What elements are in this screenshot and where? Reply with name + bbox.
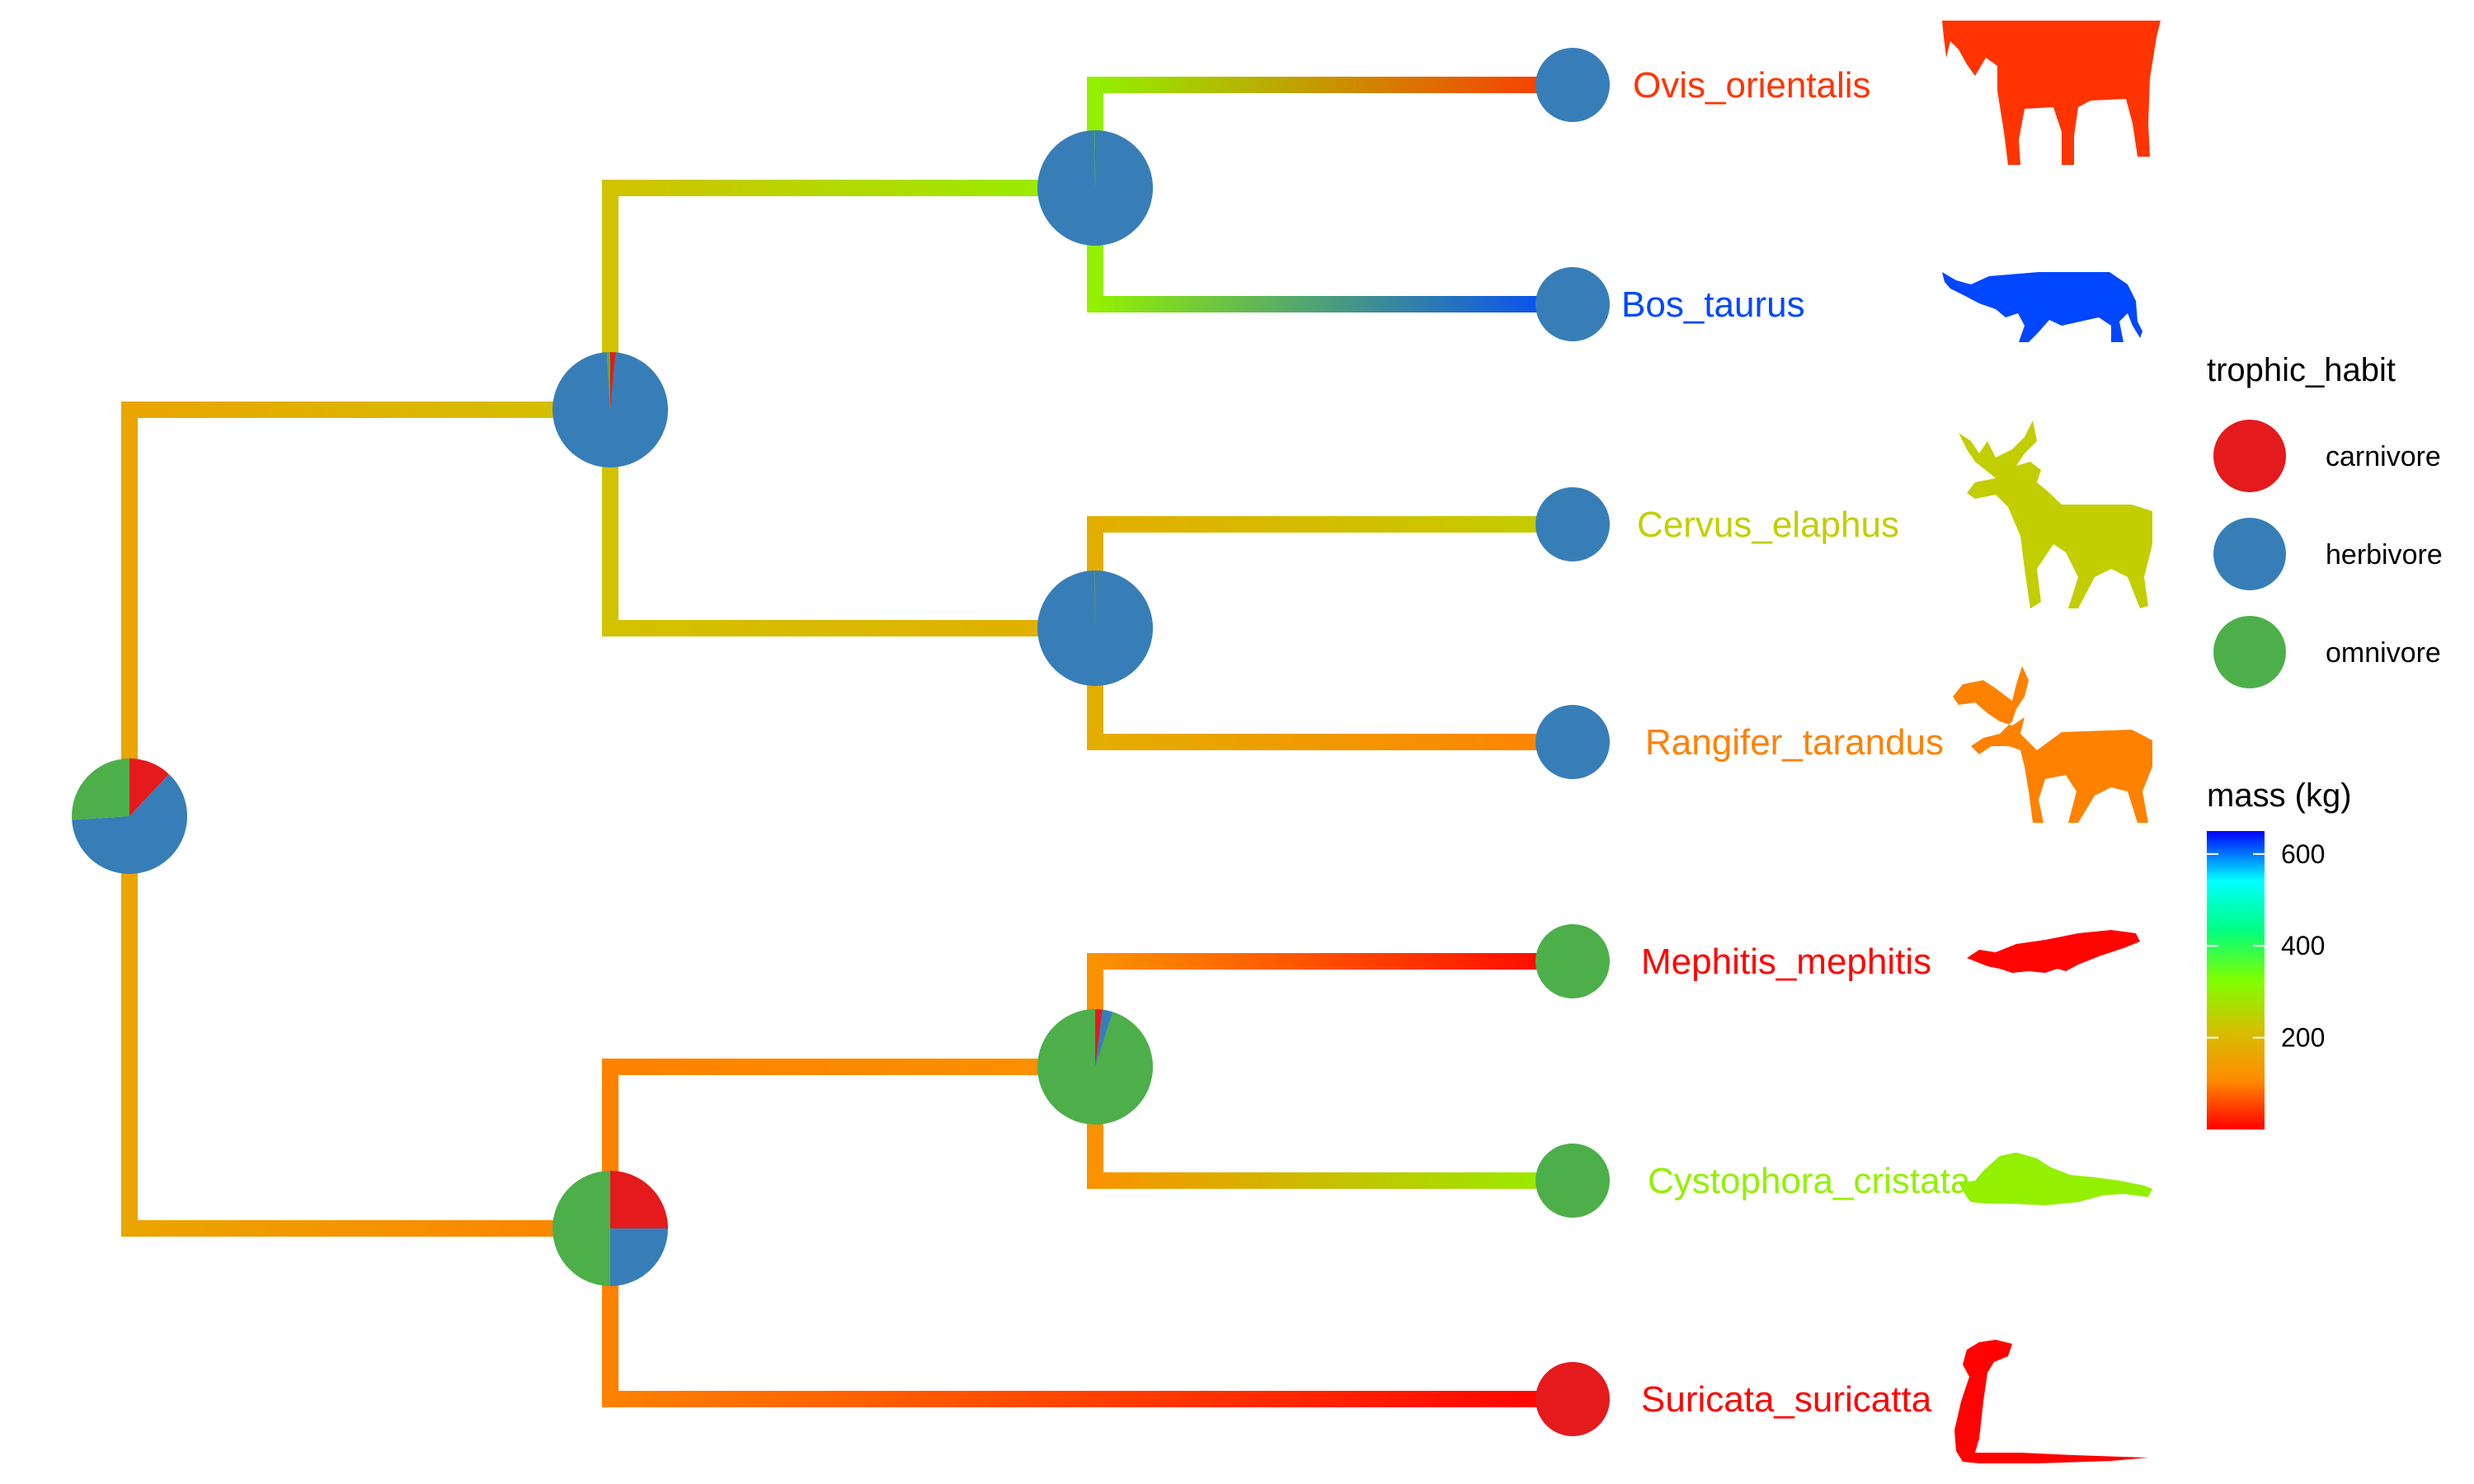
trophic-habit-legend: trophic_habit carnivore herbivore omnivo… — [2207, 352, 2443, 688]
pie-slice-carnivore — [1095, 130, 1096, 188]
node-pie-cervids — [1037, 571, 1153, 686]
reindeer-silhouette — [1953, 666, 2152, 823]
pie-slice-omnivore — [72, 758, 129, 820]
pie-slice-herbivore — [72, 773, 188, 874]
pie-slice-herbivore — [1095, 1009, 1113, 1067]
legend-label-herbivore: herbivore — [2326, 539, 2443, 571]
skunk-silhouette — [1967, 930, 2140, 973]
pie-slice-herbivore — [1037, 571, 1153, 686]
legend-label-omnivore: omnivore — [2326, 637, 2441, 669]
tree-branches — [121, 77, 1581, 1407]
node-pie-root — [72, 758, 188, 874]
pie-slice-herbivore — [1037, 130, 1153, 246]
tip-label-Cervus_elaphus: Cervus_elaphus — [1637, 505, 1899, 545]
tip-label-Suricata_suricatta: Suricata_suricatta — [1641, 1379, 1932, 1420]
pie-slice-omnivore — [1037, 1009, 1153, 1125]
node-pie-bovids — [1037, 130, 1153, 246]
tip-node-Cervus_elaphus — [1536, 487, 1610, 561]
pie-slice-omnivore — [1094, 130, 1095, 188]
mass-colorbar-legend: mass (kg) 200 400 600 — [2207, 777, 2352, 1129]
legend-key-carnivore — [2213, 420, 2286, 492]
red-deer-silhouette — [1959, 420, 2152, 608]
pie-slice-herbivore — [552, 352, 668, 467]
mass-colorbar-ticks: 200 400 600 — [2207, 839, 2325, 1053]
tip-label-Bos_taurus: Bos_taurus — [1621, 284, 1805, 325]
pie-slice-carnivore — [610, 352, 616, 410]
mass-colorbar — [2207, 831, 2265, 1129]
tip-label-Rangifer_tarandus: Rangifer_tarandus — [1645, 722, 1944, 763]
seal-silhouette — [1959, 1153, 2152, 1205]
legend-key-herbivore — [2213, 518, 2286, 590]
colorbar-tick-label: 600 — [2281, 839, 2325, 869]
mass-legend-title: mass (kg) — [2207, 777, 2352, 814]
node-pie-carnivorans — [553, 1171, 668, 1286]
pie-slice-omnivore — [553, 1171, 610, 1286]
meerkat-silhouette — [1954, 1340, 2148, 1463]
tip-label-Mephitis_mephitis: Mephitis_mephitis — [1641, 942, 1931, 982]
node-pie-skunk-seal — [1037, 1009, 1153, 1125]
animal-silhouettes — [1942, 21, 2161, 1463]
pie-slice-carnivore — [1095, 1009, 1103, 1067]
tip-label-Cystophora_cristata: Cystophora_cristata — [1648, 1161, 1971, 1201]
tip-node-Mephitis_mephitis — [1536, 924, 1610, 998]
tip-labels: Ovis_orientalis Bos_taurus Cervus_elaphus R… — [1536, 48, 1971, 1436]
sheep-silhouette — [1942, 21, 2161, 165]
cattle-silhouette — [1942, 272, 2142, 342]
trophic-legend-title: trophic_habit — [2207, 352, 2396, 388]
pie-slice-carnivore — [610, 1171, 668, 1228]
tip-node-Rangifer_tarandus — [1536, 705, 1610, 779]
legend-label-carnivore: carnivore — [2326, 441, 2441, 472]
pie-slice-carnivore — [129, 758, 169, 816]
tip-node-Ovis_orientalis — [1536, 48, 1610, 122]
pie-slice-omnivore — [606, 352, 610, 410]
colorbar-tick-label: 400 — [2281, 931, 2325, 960]
tip-node-Suricata_suricatta — [1536, 1362, 1610, 1436]
tip-node-Cystophora_cristata — [1536, 1144, 1610, 1218]
legend-key-omnivore — [2213, 616, 2286, 688]
colorbar-tick-label: 200 — [2281, 1023, 2325, 1053]
tip-node-Bos_taurus — [1536, 267, 1610, 341]
node-pie-ruminants — [552, 352, 668, 467]
tip-label-Ovis_orientalis: Ovis_orientalis — [1633, 65, 1871, 106]
node-pies — [72, 130, 1153, 1286]
pie-slice-herbivore — [610, 1228, 668, 1286]
